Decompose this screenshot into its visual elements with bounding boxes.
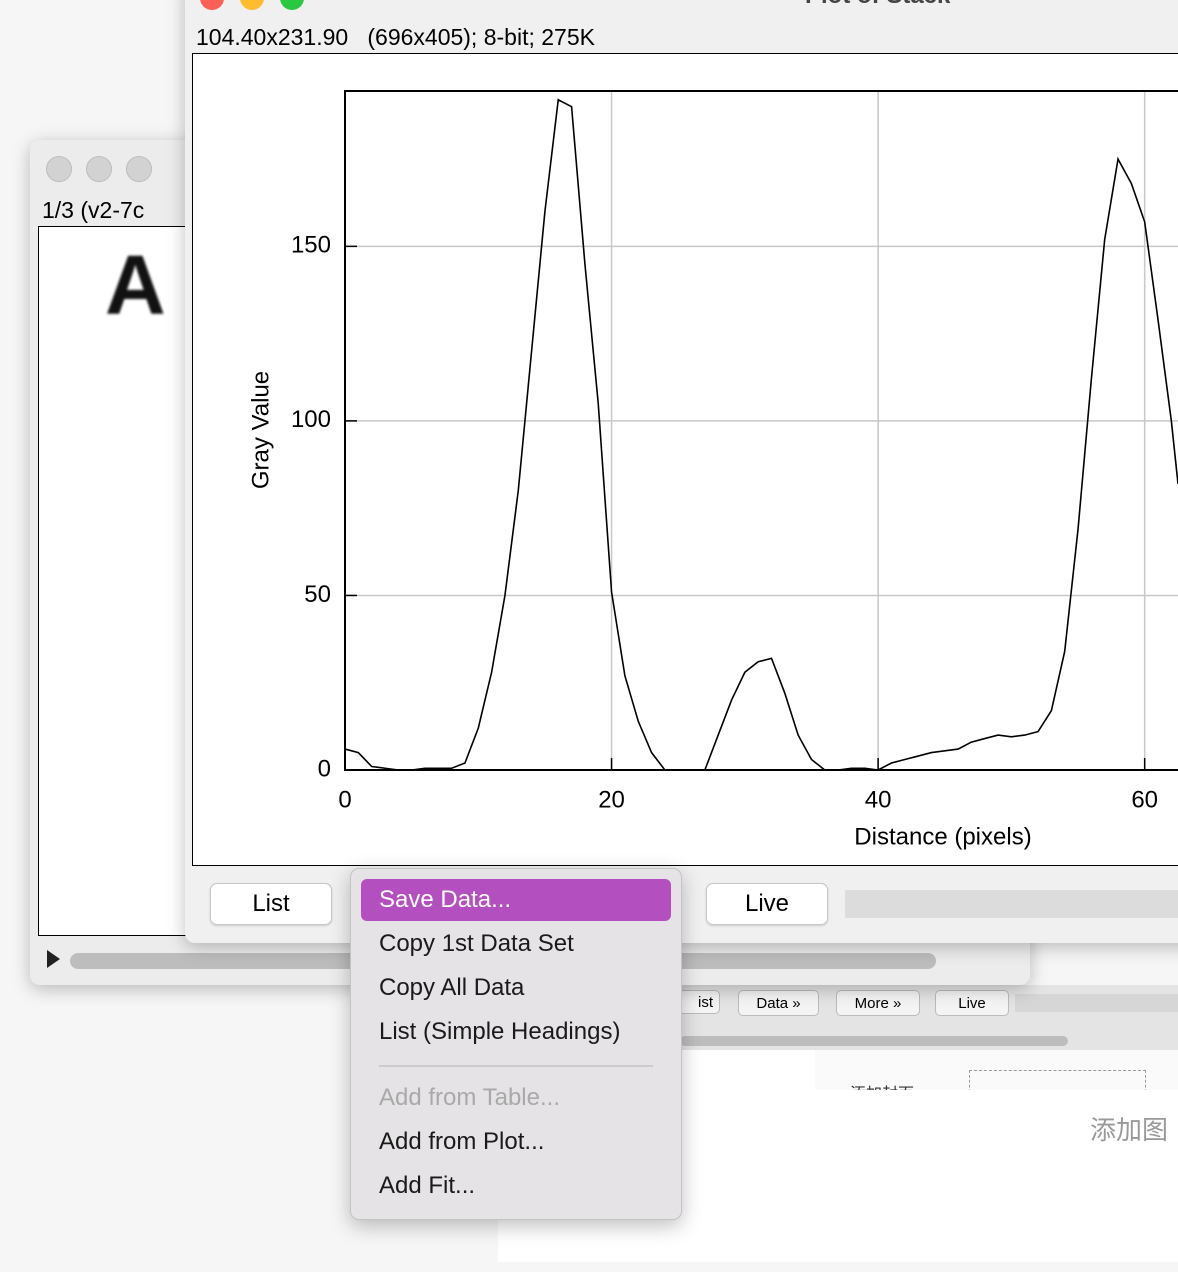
add-image-label: 添加图 xyxy=(1090,1115,1169,1145)
cover-label: 添加封面 xyxy=(850,1080,914,1090)
list-button[interactable]: List xyxy=(210,883,332,925)
axis-frame xyxy=(344,90,1178,771)
close-button[interactable] xyxy=(46,156,72,182)
cover-panel: 添加封面 xyxy=(815,1050,1178,1090)
y-axis-label: Gray Value xyxy=(247,371,274,489)
x-axis-label: Distance (pixels) xyxy=(854,823,1031,850)
plot-canvas: Distance (pixels) Gray Value 0 50 100 150 0 2… xyxy=(192,53,1178,866)
window-title: Plot of Stack xyxy=(805,0,950,10)
play-button[interactable] xyxy=(47,950,60,968)
y-tick-label: 50 xyxy=(304,581,331,608)
y-tick-label: 100 xyxy=(291,406,331,433)
button[interactable]: Live xyxy=(935,990,1009,1016)
minimize-button[interactable] xyxy=(240,0,264,10)
zoom-button[interactable] xyxy=(126,156,152,182)
button[interactable]: Data » xyxy=(738,990,819,1016)
menu-item[interactable]: Copy All Data xyxy=(379,974,525,1001)
progress-bar xyxy=(845,890,1178,918)
menu-item[interactable]: Add from Plot... xyxy=(379,1128,545,1155)
image-info: 1/3 (v2-7c xyxy=(42,197,145,223)
minimize-button[interactable] xyxy=(86,156,112,182)
popup-menu: Save Data... Copy 1st Data Set Copy All Da… xyxy=(350,868,682,1220)
menu-item: Add from Table... xyxy=(379,1084,560,1111)
scrollbar[interactable] xyxy=(680,1036,1068,1046)
progress-bar xyxy=(1015,994,1178,1012)
menu-item[interactable]: Save Data... xyxy=(361,879,671,921)
canvas-border xyxy=(192,53,1178,866)
menu-item[interactable]: List (Simple Headings) xyxy=(379,1018,621,1045)
image-letter: A xyxy=(105,238,166,332)
zoom-button[interactable] xyxy=(280,0,304,10)
button[interactable]: More » xyxy=(836,990,920,1016)
cover-box xyxy=(969,1070,1146,1090)
menu-item[interactable]: Copy 1st Data Set xyxy=(379,930,574,957)
x-tick-label: 20 xyxy=(598,786,625,813)
x-tick-label: 60 xyxy=(1131,786,1158,813)
x-tick-label: 40 xyxy=(865,786,892,813)
close-button[interactable] xyxy=(200,0,224,10)
menu-item[interactable]: Add Fit... xyxy=(379,1172,476,1199)
y-tick-label: 150 xyxy=(291,232,331,259)
data-line xyxy=(344,98,1178,771)
live-button[interactable]: Live xyxy=(706,883,828,925)
image-info: 104.40x231.90 (696x405); 8-bit; 275K xyxy=(196,24,595,50)
y-tick-label: 0 xyxy=(318,755,331,782)
x-tick-label: 0 xyxy=(338,786,351,813)
menu-separator xyxy=(379,1065,653,1067)
